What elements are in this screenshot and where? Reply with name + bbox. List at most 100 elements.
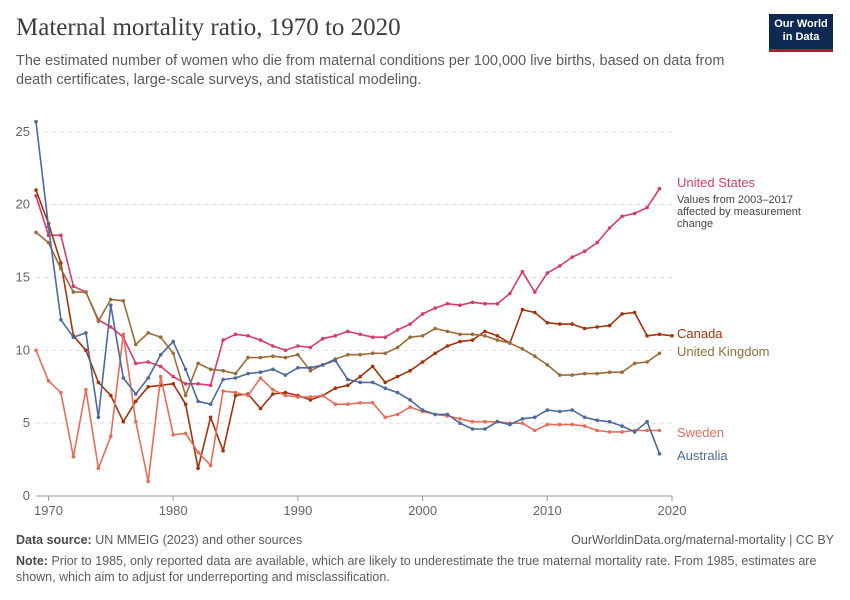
y-tick-label-10: 10	[16, 342, 30, 357]
point-united-states-1980	[171, 374, 175, 379]
point-united-kingdom-2003	[458, 332, 462, 337]
point-canada-1977	[134, 399, 138, 404]
series-label-australia: Australia	[677, 448, 728, 463]
point-united-states-1984	[221, 338, 225, 342]
point-united-kingdom-1976	[121, 299, 126, 303]
point-united-states-1994	[346, 329, 350, 334]
point-united-states-1972	[71, 284, 76, 289]
point-united-states-1989	[283, 348, 288, 353]
point-united-states-2008	[520, 269, 525, 274]
point-united-states-1979	[158, 364, 163, 369]
point-united-kingdom-2019	[657, 351, 662, 356]
point-canada-1983	[208, 415, 213, 420]
point-sweden-1979	[158, 374, 163, 379]
point-sweden-1977	[134, 419, 138, 424]
point-australia-1978	[146, 376, 150, 380]
point-canada-2018	[645, 334, 649, 338]
point-sweden-2013	[582, 424, 587, 428]
point-sweden-1973	[84, 387, 88, 392]
point-united-states-1993	[333, 334, 338, 338]
point-united-kingdom-2010	[545, 363, 550, 367]
point-australia-2005	[483, 427, 487, 431]
point-sweden-1970	[46, 379, 51, 383]
series-group	[34, 119, 674, 484]
point-united-kingdom-2016	[620, 370, 624, 375]
point-australia-1976	[121, 376, 126, 380]
data-source-label: Data source:	[16, 533, 92, 547]
point-canada-2014	[595, 325, 599, 329]
point-sweden-1980	[171, 433, 175, 437]
owid-logo[interactable]: Our World in Data	[769, 14, 833, 52]
point-canada-2016	[620, 312, 624, 316]
point-sweden-1975	[109, 434, 113, 439]
point-australia-1971	[59, 318, 63, 322]
series-annotation-united-states: Values from 2003–2017 affected by measure…	[677, 194, 801, 230]
point-united-kingdom-2012	[570, 373, 574, 377]
point-united-kingdom-2013	[582, 371, 587, 376]
point-united-kingdom-2004	[470, 332, 475, 337]
point-united-kingdom-2014	[595, 371, 599, 376]
point-united-kingdom-1990	[296, 352, 300, 357]
point-united-kingdom-2017	[632, 361, 637, 366]
point-sweden-1988	[271, 387, 275, 392]
series-labels: United States Values from 2003–2017 affect…	[677, 175, 801, 463]
point-united-kingdom-1985	[233, 371, 238, 376]
point-united-kingdom-1994	[346, 352, 350, 357]
point-sweden-2004	[470, 419, 475, 424]
point-united-states-2019	[657, 186, 662, 191]
point-united-kingdom-1991	[308, 368, 313, 373]
point-australia-2016	[620, 424, 624, 428]
point-united-states-1977	[134, 361, 138, 366]
point-australia-1984	[221, 377, 225, 382]
point-united-kingdom-1975	[109, 297, 113, 302]
note-text: Prior to 1985, only reported data are av…	[16, 554, 817, 584]
point-united-states-1992	[321, 336, 325, 341]
point-australia-2015	[607, 419, 612, 424]
point-united-states-2006	[495, 301, 500, 306]
series-label-united-kingdom: United Kingdom	[677, 344, 770, 359]
point-sweden-1995	[358, 401, 363, 405]
point-united-kingdom-1995	[358, 352, 363, 357]
point-united-states-2015	[607, 226, 612, 230]
point-sweden-1976	[121, 332, 126, 337]
point-sweden-2012	[570, 422, 574, 427]
point-united-kingdom-2000	[420, 334, 425, 338]
point-united-states-2014	[595, 240, 599, 245]
point-united-states-1978	[146, 360, 150, 364]
point-united-states-2009	[533, 290, 537, 294]
data-source: Data source: UN MMEIG (2023) and other s…	[16, 533, 302, 547]
point-sweden-2003	[458, 417, 462, 421]
point-australia-1999	[408, 398, 412, 402]
point-united-kingdom-2002	[445, 329, 450, 334]
point-australia-1987	[258, 370, 263, 375]
point-sweden-2015	[607, 430, 612, 434]
point-united-kingdom-2001	[433, 326, 437, 331]
note-label: Note:	[16, 554, 48, 568]
point-canada-1998	[395, 374, 400, 379]
point-united-kingdom-1986	[246, 355, 250, 360]
point-canada-1988	[271, 392, 275, 396]
point-united-states-1986	[246, 334, 250, 338]
point-united-states-2013	[582, 249, 587, 254]
point-united-kingdom-2011	[558, 373, 562, 377]
point-australia-2009	[533, 415, 537, 420]
source-link[interactable]: OurWorldinData.org/maternal-mortality | …	[571, 533, 834, 547]
point-united-states-2007	[508, 291, 512, 296]
point-sweden-2010	[545, 422, 550, 427]
point-united-kingdom-1988	[271, 354, 275, 359]
point-united-kingdom-1970	[46, 240, 51, 245]
point-sweden-1993	[333, 402, 338, 407]
point-sweden-1971	[59, 390, 63, 395]
point-canada-1974	[96, 380, 101, 385]
point-australia-1980	[171, 339, 175, 344]
point-sweden-1981	[183, 431, 188, 436]
series-line-united-kingdom	[35, 231, 660, 397]
point-sweden-2016	[620, 430, 624, 434]
point-united-states-1985	[233, 332, 238, 337]
point-united-kingdom-1989	[283, 355, 288, 360]
point-united-kingdom-1979	[158, 335, 163, 340]
series-label-united-states: United States	[677, 175, 756, 190]
point-canada-1995	[358, 374, 363, 379]
point-australia-1988	[271, 367, 275, 372]
point-sweden-1982	[196, 450, 200, 455]
